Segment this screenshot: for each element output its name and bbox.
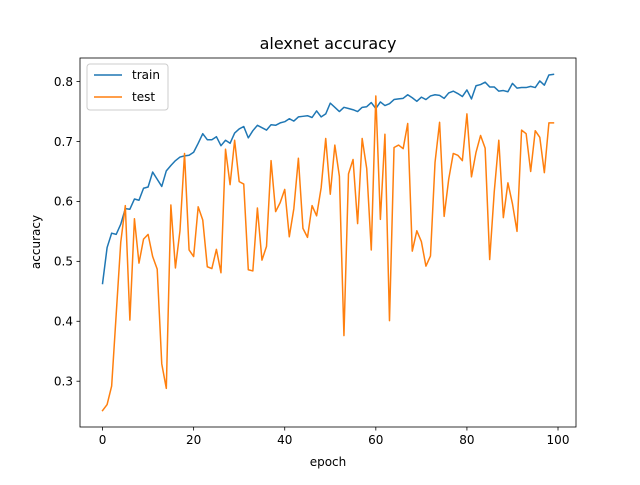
y-axis-ticks: 0.3 0.4 0.5 0.6 0.7 0.8 [54, 75, 80, 389]
plot-frame [79, 57, 577, 428]
y-axis-label: accuracy [29, 215, 43, 269]
x-axis-label: epoch [310, 455, 347, 469]
series-line-train [101, 73, 555, 285]
x-tick-label: 60 [368, 433, 383, 447]
x-tick-label: 100 [547, 433, 570, 447]
series-line-test [101, 95, 555, 412]
legend: train test [86, 63, 169, 111]
y-tick-label: 0.5 [54, 255, 73, 269]
x-tick-label: 80 [459, 433, 474, 447]
legend-label-train: train [132, 68, 160, 82]
x-tick-label: 40 [277, 433, 292, 447]
chart-title: alexnet accuracy [260, 34, 397, 53]
y-tick-label: 0.8 [54, 75, 73, 89]
x-tick-label: 20 [186, 433, 201, 447]
y-tick-label: 0.3 [54, 375, 73, 389]
legend-label-test: test [132, 90, 155, 104]
x-axis-ticks: 0 20 40 60 80 100 [99, 427, 570, 447]
x-tick-label: 0 [99, 433, 107, 447]
series-layer [101, 73, 555, 412]
y-tick-label: 0.6 [54, 195, 73, 209]
y-tick-label: 0.7 [54, 135, 73, 149]
y-tick-label: 0.4 [54, 315, 73, 329]
